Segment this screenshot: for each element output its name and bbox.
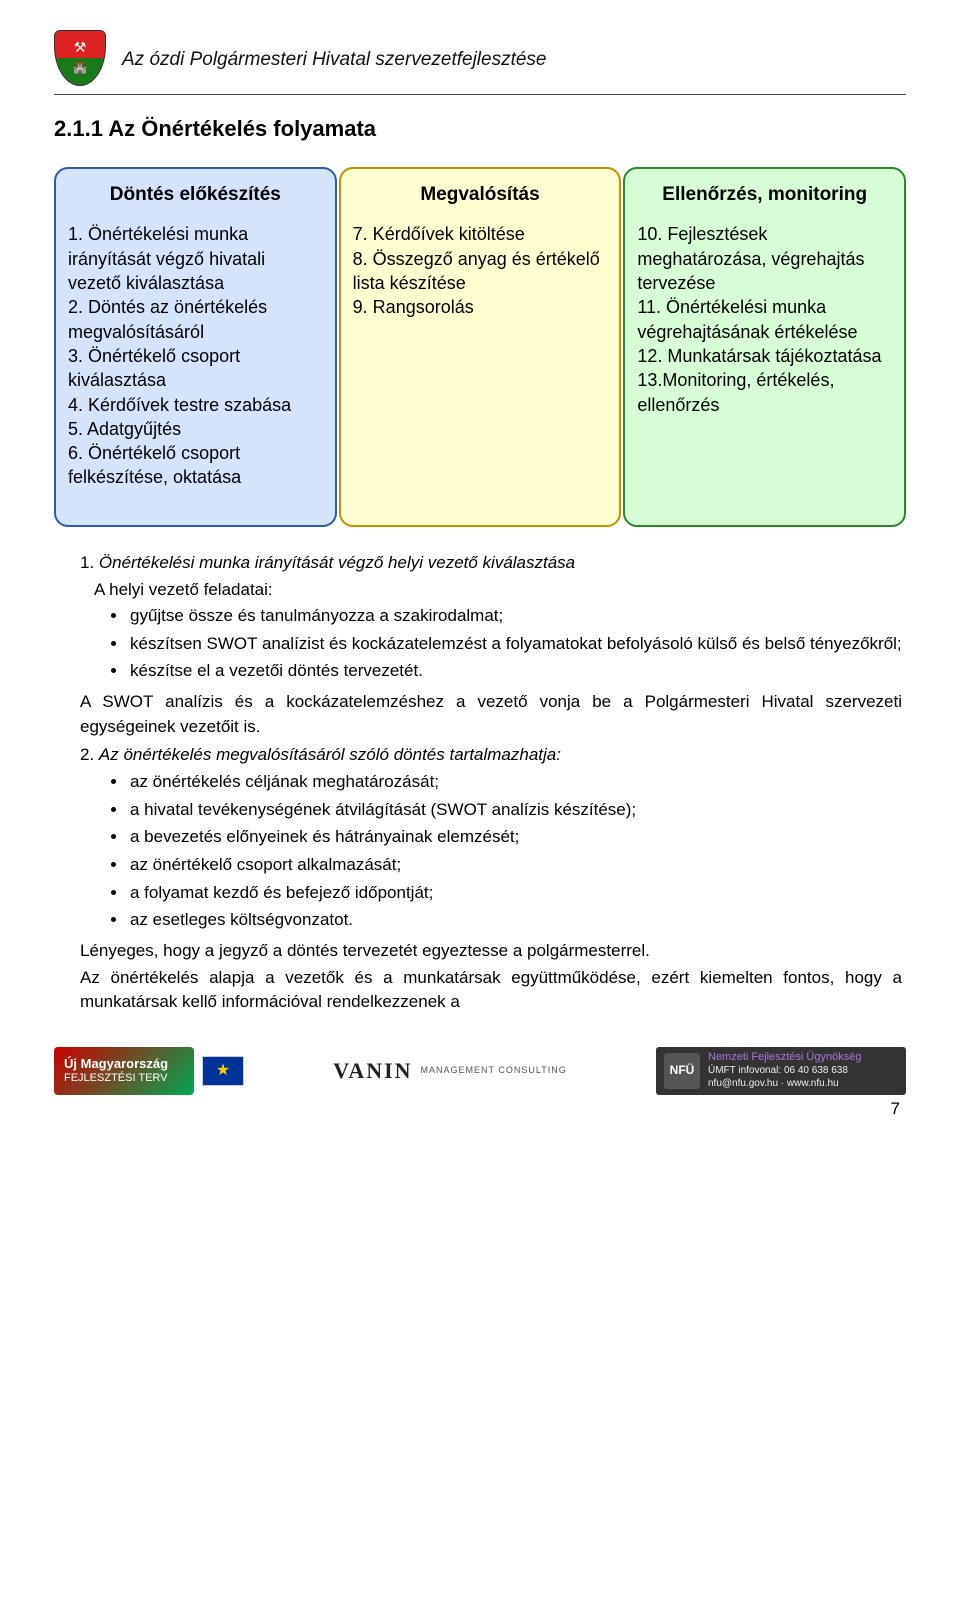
list-item: készítse el a vezetői döntés tervezetét. — [128, 659, 906, 684]
process-diagram: Döntés előkészítés 1. Önértékelési munka … — [54, 167, 906, 527]
list-item: az önértékelés céljának meghatározását; — [128, 770, 906, 795]
diagram-column-2: Ellenőrzés, monitoring 10. Fejlesztések m… — [623, 167, 906, 527]
list-item: készítsen SWOT analízist és kockázatelem… — [128, 632, 906, 657]
diagram-column-title: Döntés előkészítés — [68, 181, 323, 209]
list-item: a hivatal tevékenységének átvilágítását … — [128, 798, 906, 823]
page-header: ⚒ 🏰 Az ózdi Polgármesteri Hivatal szerve… — [54, 30, 906, 95]
diagram-column-text: 7. Kérdőívek kitöltése8. Összegző anyag … — [353, 222, 608, 319]
coat-of-arms-icon: ⚒ 🏰 — [54, 30, 110, 90]
item-1-tail: A SWOT analízis és a kockázatelemzéshez … — [80, 690, 902, 739]
list-item: gyűjtse össze és tanulmányozza a szakiro… — [128, 604, 906, 629]
item-1-title: 1. Önértékelési munka irányítását végző … — [80, 551, 906, 576]
nfu-badge: NFÜ Nemzeti Fejlesztési Ügynökség ÚMFT i… — [656, 1047, 906, 1095]
diagram-column-title: Megvalósítás — [353, 181, 608, 209]
page-footer: Új Magyarország FEJLESZTÉSI TERV ★ VANIN… — [54, 1039, 906, 1095]
item-2-title: 2. Az önértékelés megvalósításáról szóló… — [80, 743, 906, 768]
list-item: a bevezetés előnyeinek és hátrányainak e… — [128, 825, 906, 850]
section-heading: 2.1.1 Az Önértékelés folyamata — [54, 113, 906, 145]
vanin-logo: VANIN MANAGEMENT CONSULTING — [333, 1055, 566, 1087]
item-2-tail-1: Lényeges, hogy a jegyző a döntés terveze… — [80, 939, 902, 964]
list-item: a folyamat kezdő és befejező időpontját; — [128, 881, 906, 906]
item-1-lead: A helyi vezető feladatai: — [94, 578, 906, 603]
umo-badge-icon: Új Magyarország FEJLESZTÉSI TERV — [54, 1047, 194, 1095]
diagram-column-1: Megvalósítás 7. Kérdőívek kitöltése8. Öss… — [339, 167, 622, 527]
diagram-column-0: Döntés előkészítés 1. Önértékelési munka … — [54, 167, 337, 527]
header-title: Az ózdi Polgármesteri Hivatal szervezetf… — [122, 46, 547, 74]
body-text: 1. Önértékelési munka irányítását végző … — [54, 551, 906, 1015]
list-item: az önértékelő csoport alkalmazását; — [128, 853, 906, 878]
page-number: 7 — [54, 1097, 906, 1122]
nfu-logo-icon: NFÜ — [664, 1053, 700, 1089]
list-item: az esetleges költségvonzatot. — [128, 908, 906, 933]
diagram-column-text: 1. Önértékelési munka irányítását végző … — [68, 222, 323, 489]
item-1-bullets: gyűjtse össze és tanulmányozza a szakiro… — [128, 604, 906, 684]
diagram-column-title: Ellenőrzés, monitoring — [637, 181, 892, 209]
item-2-tail-2: Az önértékelés alapja a vezetők és a mun… — [80, 966, 902, 1015]
eu-flag-icon: ★ — [202, 1056, 244, 1086]
diagram-column-text: 10. Fejlesztések meghatározása, végrehaj… — [637, 222, 892, 416]
item-2-bullets: az önértékelés céljának meghatározását; a… — [128, 770, 906, 933]
